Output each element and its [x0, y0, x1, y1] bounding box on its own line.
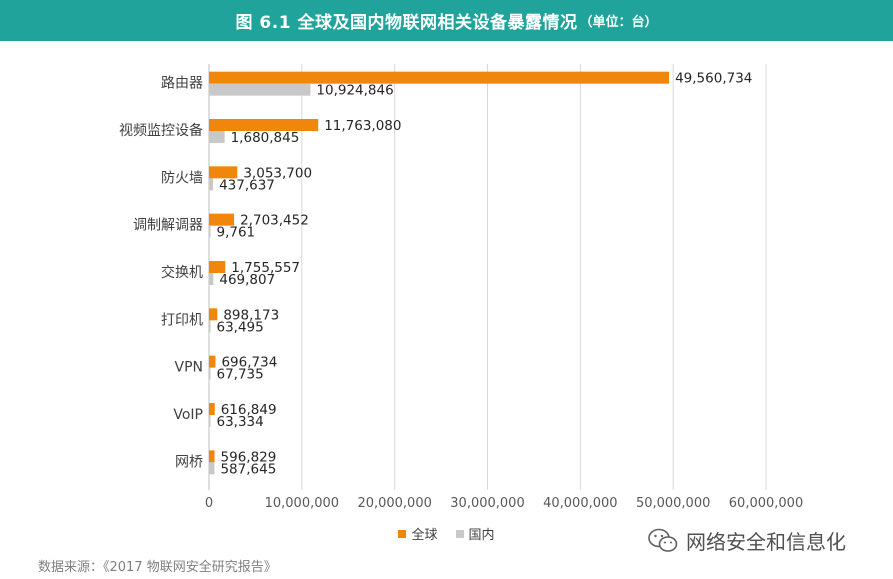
bar-global: [209, 213, 235, 226]
bar-domestic: [209, 320, 211, 333]
bar-global: [209, 119, 319, 131]
chart-header: 图 6.1 全球及国内物联网相关设备暴露情况 （单位：台）: [0, 0, 893, 41]
value-label-domestic: 9,761: [217, 225, 256, 241]
data-source: 数据来源：《2017 物联网安全研究报告》: [38, 560, 277, 575]
bar-global: [209, 403, 215, 415]
bar-domestic: [209, 131, 225, 143]
value-label-global: 696,734: [221, 355, 277, 371]
bar-chart: 0 10,000,000 20,000,000 30,000,000 40,000,00…: [119, 64, 803, 511]
labels: 49,560,734 10,924,846 11,763,080 1,680,845 3…: [217, 71, 753, 478]
chart-title: 图 6.1 全球及国内物联网相关设备暴露情况: [235, 13, 578, 33]
value-label-global: 2,703,452: [240, 213, 309, 229]
value-label-global: 898,173: [223, 307, 279, 323]
bar-global: [209, 355, 216, 368]
value-label-domestic: 469,807: [219, 272, 275, 288]
value-label-global: 11,763,080: [324, 118, 401, 134]
bar-domestic: [209, 225, 211, 238]
x-tick-label: 30,000,000: [450, 496, 524, 511]
category-label: 视频监控设备: [119, 122, 203, 139]
value-label-domestic: 10,924,846: [316, 83, 393, 99]
legend: 全球 国内: [0, 524, 893, 543]
bar-global: [209, 450, 215, 463]
x-tick-label: 0: [205, 496, 213, 511]
value-label-domestic: 67,735: [217, 367, 264, 383]
bar-domestic: [209, 462, 215, 475]
bar-global: [209, 308, 218, 321]
category-label: 交换机: [161, 264, 203, 281]
gridlines: [301, 64, 767, 490]
value-label-global: 616,849: [221, 402, 277, 418]
category-label: VPN: [175, 360, 204, 376]
bar-global: [209, 261, 226, 273]
bar-domestic: [209, 178, 214, 191]
category-label: 路由器: [161, 76, 203, 92]
value-label-domestic: 63,495: [217, 319, 264, 335]
x-tick-label: 60,000,000: [729, 496, 803, 511]
category-label: 调制解调器: [133, 218, 203, 234]
legend-item-global: 全球: [398, 524, 438, 543]
value-label-global: 1,755,557: [231, 260, 300, 276]
legend-swatch-domestic: [455, 529, 464, 538]
axes: 0 10,000,000 20,000,000 30,000,000 40,000,00…: [119, 64, 803, 511]
value-label-global: 596,829: [221, 449, 277, 465]
value-label-global: 49,560,734: [675, 71, 752, 87]
watermark: 网络安全和信息化: [648, 526, 846, 555]
legend-swatch-global: [398, 529, 407, 538]
legend-label-global: 全球: [411, 528, 438, 543]
category-label: VoIP: [173, 407, 203, 423]
value-label-domestic: 587,645: [220, 461, 276, 477]
x-tick-label: 20,000,000: [357, 496, 431, 511]
watermark-text: 网络安全和信息化: [686, 530, 846, 554]
bars: [209, 71, 670, 475]
bar-domestic: [209, 367, 211, 380]
legend-item-domestic: 国内: [455, 524, 495, 543]
x-tick-label: 40,000,000: [543, 496, 617, 511]
bar-domestic: [209, 83, 311, 96]
category-label: 网桥: [175, 454, 203, 470]
bar-domestic: [209, 273, 214, 285]
wechat-icon: [648, 528, 678, 552]
value-label-domestic: 437,637: [219, 177, 275, 193]
value-label-global: 3,053,700: [243, 165, 312, 181]
bar-domestic: [209, 415, 211, 427]
x-tick-label: 10,000,000: [265, 496, 339, 511]
value-label-domestic: 1,680,845: [231, 130, 300, 146]
category-label: 打印机: [161, 311, 203, 328]
value-label-domestic: 63,334: [217, 414, 264, 430]
x-tick-label: 50,000,000: [636, 496, 710, 511]
category-label: 防火墙: [161, 170, 203, 186]
bar-global: [209, 71, 670, 84]
legend-label-domestic: 国内: [468, 528, 495, 543]
chart-unit: （单位：台）: [579, 15, 658, 30]
bar-global: [209, 166, 238, 179]
